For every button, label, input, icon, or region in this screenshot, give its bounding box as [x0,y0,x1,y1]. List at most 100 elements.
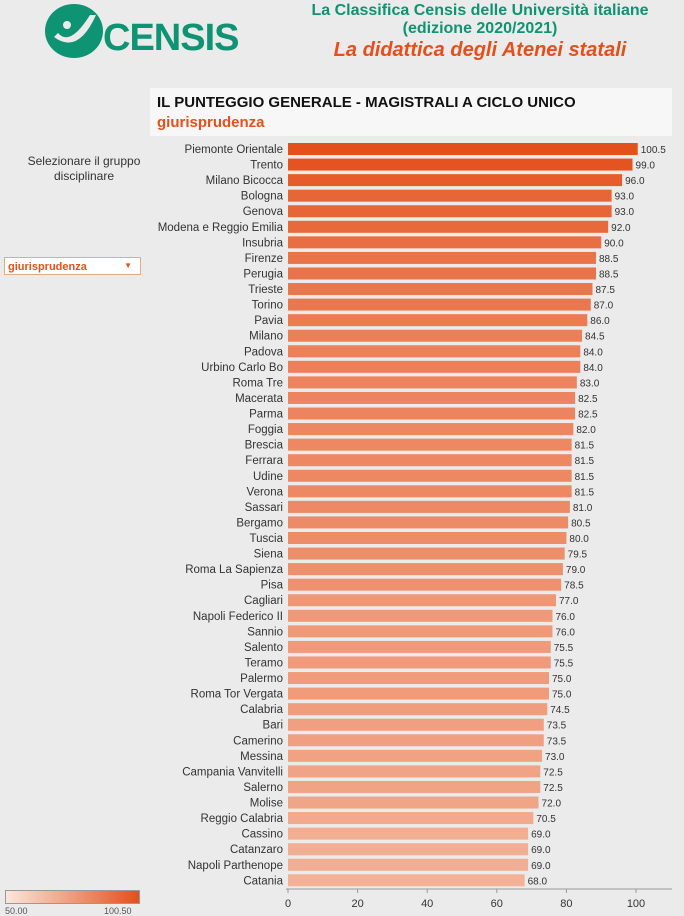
value-label: 90.0 [604,238,624,249]
chart-title: IL PUNTEGGIO GENERALE - MAGISTRALI A CIC… [157,94,576,111]
bar[interactable] [288,267,596,280]
value-label: 83.0 [580,378,600,389]
bar[interactable] [288,454,572,467]
category-label: Udine [253,471,283,483]
value-label: 92.0 [611,223,631,234]
bar[interactable] [288,205,612,218]
bar[interactable] [288,236,602,249]
bar[interactable] [288,143,638,155]
value-label: 87.0 [594,301,614,312]
x-tick-label: 80 [560,898,572,910]
category-label: Catania [243,875,283,887]
bar[interactable] [288,749,543,762]
category-label: Macerata [235,393,284,405]
x-tick-label: 20 [351,898,363,910]
bar[interactable] [288,516,569,529]
category-label: Pisa [261,580,284,592]
value-label: 86.0 [590,316,610,327]
bar[interactable] [288,578,562,591]
bar[interactable] [288,423,574,436]
bar[interactable] [288,656,551,669]
category-label: Siena [254,549,284,561]
category-label: Brescia [245,440,284,452]
value-label: 84.0 [583,363,603,374]
bar[interactable] [288,469,572,482]
category-label: Salerno [243,782,283,794]
bar[interactable] [288,485,572,498]
category-label: Insubria [242,237,284,249]
value-label: 80.5 [571,518,591,529]
bar[interactable] [288,251,596,264]
value-label: 69.0 [531,830,551,841]
bar[interactable] [288,858,529,871]
discipline-dropdown[interactable]: giurisprudenza ▼ [4,257,141,275]
bar[interactable] [288,609,553,622]
bar[interactable] [288,376,577,389]
value-label: 73.5 [547,736,567,747]
bar[interactable] [288,283,593,296]
bar[interactable] [288,220,609,233]
bar[interactable] [288,563,563,576]
bar[interactable] [288,158,633,171]
x-tick-label: 60 [491,898,503,910]
value-label: 84.0 [583,347,603,358]
logo-wordmark: CENSIS [103,17,239,59]
category-label: Cassino [241,829,283,841]
bar[interactable] [288,391,576,404]
category-label: Catanzaro [230,844,283,856]
chevron-down-icon[interactable]: ▼ [124,261,132,270]
value-label: 72.5 [543,783,563,794]
bar[interactable] [288,547,565,560]
filter-label: Selezionare il gruppo disciplinare [27,154,141,183]
value-label: 79.0 [566,565,586,576]
bar[interactable] [288,734,544,747]
value-label: 79.5 [568,550,588,561]
bar[interactable] [288,796,539,809]
bar[interactable] [288,718,544,731]
bar[interactable] [288,298,591,311]
bar[interactable] [288,314,588,327]
bar[interactable] [288,843,529,856]
bar[interactable] [288,625,553,638]
bar[interactable] [288,672,549,685]
bar[interactable] [288,174,623,187]
bar[interactable] [288,438,572,451]
category-label: Messina [240,751,283,763]
value-label: 96.0 [625,176,645,187]
bar[interactable] [288,765,541,778]
bar[interactable] [288,345,581,358]
bar[interactable] [288,594,556,607]
bar[interactable] [288,703,548,716]
bar[interactable] [288,407,576,420]
category-label: Molise [250,798,283,810]
bar[interactable] [288,329,583,342]
category-label: Milano [249,331,283,343]
value-label: 88.5 [599,254,619,265]
value-label: 81.5 [575,456,595,467]
category-label: Calabria [240,704,283,716]
category-label: Bari [263,720,283,732]
value-label: 75.5 [554,658,574,669]
category-label: Verona [247,486,284,498]
category-label: Napoli Federico II [193,611,283,623]
bar[interactable] [288,827,529,840]
value-label: 69.0 [531,861,551,872]
chart-selection-title: giurisprudenza [157,114,265,131]
bar[interactable] [288,360,581,373]
bar[interactable] [288,874,525,887]
category-label: Sannio [247,626,283,638]
bar[interactable] [288,640,551,653]
bar[interactable] [288,500,570,513]
value-label: 81.5 [575,472,595,483]
bar[interactable] [288,812,534,825]
value-label: 74.5 [550,705,570,716]
bar[interactable] [288,532,567,544]
bar[interactable] [288,780,541,793]
bar[interactable] [288,687,549,700]
category-label: Camerino [233,735,283,747]
category-label: Bergamo [236,517,283,529]
category-label: Padova [244,346,284,358]
x-tick-label: 0 [285,898,291,910]
bar[interactable] [288,189,612,202]
